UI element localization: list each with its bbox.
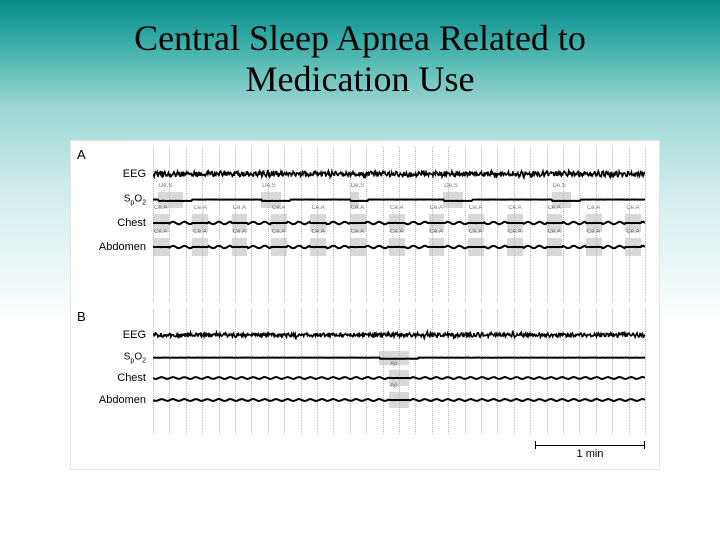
event-label: Ap. bbox=[390, 361, 399, 367]
psg-figure: AEEGSpO2De.SDe.SDe.SDe.SDe.SChestCe.ACe.… bbox=[70, 140, 660, 470]
channel-label: Chest bbox=[91, 217, 146, 229]
event-label: De.S bbox=[553, 183, 566, 189]
event-label: Ce.A bbox=[351, 205, 364, 211]
event-label: Ce.A bbox=[430, 205, 443, 211]
panel-a: AEEGSpO2De.SDe.SDe.SDe.SDe.SChestCe.ACe.… bbox=[71, 147, 659, 302]
channel-abdomen: AbdomenAp. bbox=[71, 389, 659, 411]
event-label: Ce.A bbox=[508, 205, 521, 211]
event-label: Ce.A bbox=[272, 205, 285, 211]
channel-spo2: SpO2 bbox=[71, 349, 659, 367]
event-label: Ap. bbox=[390, 383, 399, 389]
channel-label: EEG bbox=[91, 168, 146, 180]
event-label: Ce.A bbox=[548, 205, 561, 211]
trace-area bbox=[153, 159, 645, 189]
event-label: Ce.A bbox=[311, 205, 324, 211]
event-label: Ce.A bbox=[272, 229, 285, 235]
event-label: De.S bbox=[444, 183, 457, 189]
event-label: De.S bbox=[351, 183, 364, 189]
event-label: Ce.A bbox=[233, 205, 246, 211]
channel-label: Abdomen bbox=[91, 241, 146, 253]
channel-chest: Chest Ap. bbox=[71, 367, 659, 389]
event-label: Ce.A bbox=[154, 205, 167, 211]
title-line2: Medication Use bbox=[246, 59, 475, 99]
event-label: Ce.A bbox=[469, 229, 482, 235]
time-scale-label: 1 min bbox=[535, 448, 645, 460]
trace-area bbox=[153, 389, 645, 411]
event-label: Ce.A bbox=[587, 205, 600, 211]
event-label: Ce.A bbox=[311, 229, 324, 235]
panel-b: BEEGSpO2ChestAp.AbdomenAp. bbox=[71, 309, 659, 434]
channel-abdomen: AbdomenCe.ACe.ACe.ACe.ACe.ACe.ACe.ACe.AC… bbox=[71, 235, 659, 259]
event-label: Ce.A bbox=[390, 205, 403, 211]
event-label: Ce.A bbox=[430, 229, 443, 235]
channel-label: Abdomen bbox=[91, 394, 146, 406]
event-label: Ce.A bbox=[626, 205, 639, 211]
event-label: Ce.A bbox=[193, 205, 206, 211]
title-line1: Central Sleep Apnea Related to bbox=[134, 18, 586, 58]
event-label: De.S bbox=[262, 183, 275, 189]
event-label: De.S bbox=[159, 183, 172, 189]
trace-area bbox=[153, 235, 645, 259]
channel-label: EEG bbox=[91, 329, 146, 341]
channel-eeg: EEG bbox=[71, 321, 659, 349]
channel-label: SpO2 bbox=[91, 194, 146, 207]
event-label: Ce.A bbox=[548, 229, 561, 235]
event-label: Ce.A bbox=[626, 229, 639, 235]
slide-root: Central Sleep Apnea Related to Medicatio… bbox=[0, 0, 720, 540]
trace-area bbox=[153, 321, 645, 349]
event-label: Ce.A bbox=[508, 229, 521, 235]
time-scale-bar: 1 min bbox=[535, 445, 645, 463]
event-label: Ce.A bbox=[587, 229, 600, 235]
channel-label: SpO2 bbox=[91, 352, 146, 365]
event-label: Ce.A bbox=[469, 205, 482, 211]
channel-label: Chest bbox=[91, 372, 146, 384]
event-label: Ce.A bbox=[233, 229, 246, 235]
event-label: Ce.A bbox=[351, 229, 364, 235]
slide-title: Central Sleep Apnea Related to Medicatio… bbox=[0, 0, 720, 105]
event-label: Ce.A bbox=[154, 229, 167, 235]
event-label: Ce.A bbox=[193, 229, 206, 235]
event-label: Ce.A bbox=[390, 229, 403, 235]
